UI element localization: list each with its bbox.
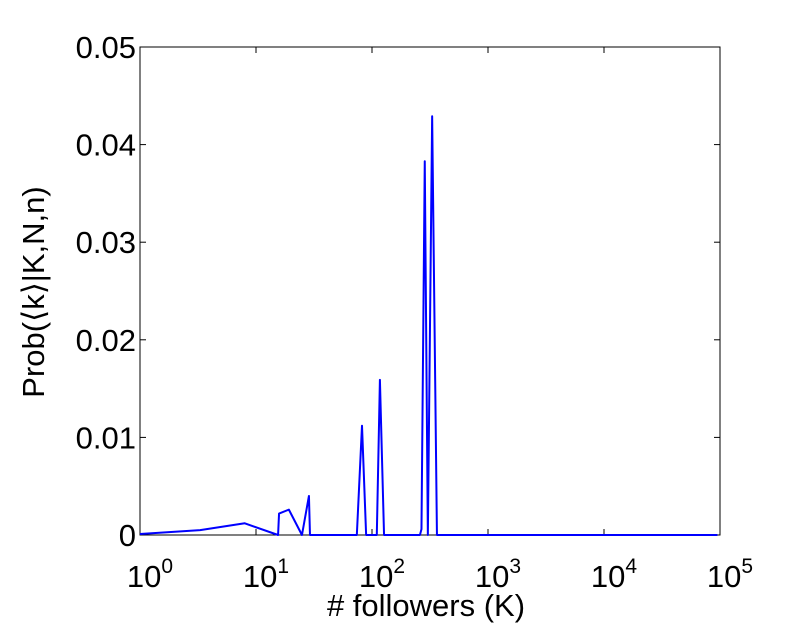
x-tick-exponent: 5: [741, 555, 753, 578]
y-tick-label: 0.04: [76, 128, 136, 163]
x-tick-label: 101: [243, 555, 289, 594]
x-tick-label: 102: [359, 555, 405, 594]
data-line: [139, 115, 718, 536]
x-tick-base: 10: [127, 559, 161, 594]
x-tick-base: 10: [359, 559, 393, 594]
y-tick-label: 0.03: [76, 225, 136, 260]
x-tick-exponent: 2: [393, 555, 405, 578]
x-tick-exponent: 4: [625, 555, 637, 578]
x-tick-exponent: 0: [161, 555, 173, 578]
x-tick-base: 10: [475, 559, 509, 594]
y-axis-label: Prob(⟨k⟩|K,N,n): [16, 186, 51, 397]
x-axis-label: # followers (K): [327, 588, 525, 623]
x-tick-base: 10: [591, 559, 625, 594]
x-tick-base: 10: [707, 559, 741, 594]
y-tick-label: 0.05: [76, 30, 136, 65]
y-tick-label: 0.02: [76, 323, 136, 358]
x-tick-base: 10: [243, 559, 277, 594]
y-tick-label: 0.01: [76, 420, 136, 455]
x-tick-exponent: 3: [509, 555, 521, 578]
x-tick-label: 103: [475, 555, 521, 594]
x-tick-label: 104: [591, 555, 637, 594]
x-tick-label: 105: [707, 555, 753, 594]
plot-area: [139, 46, 721, 536]
x-tick-label: 100: [127, 555, 173, 594]
y-tick-label: 0: [119, 518, 136, 553]
x-tick-exponent: 1: [277, 555, 289, 578]
